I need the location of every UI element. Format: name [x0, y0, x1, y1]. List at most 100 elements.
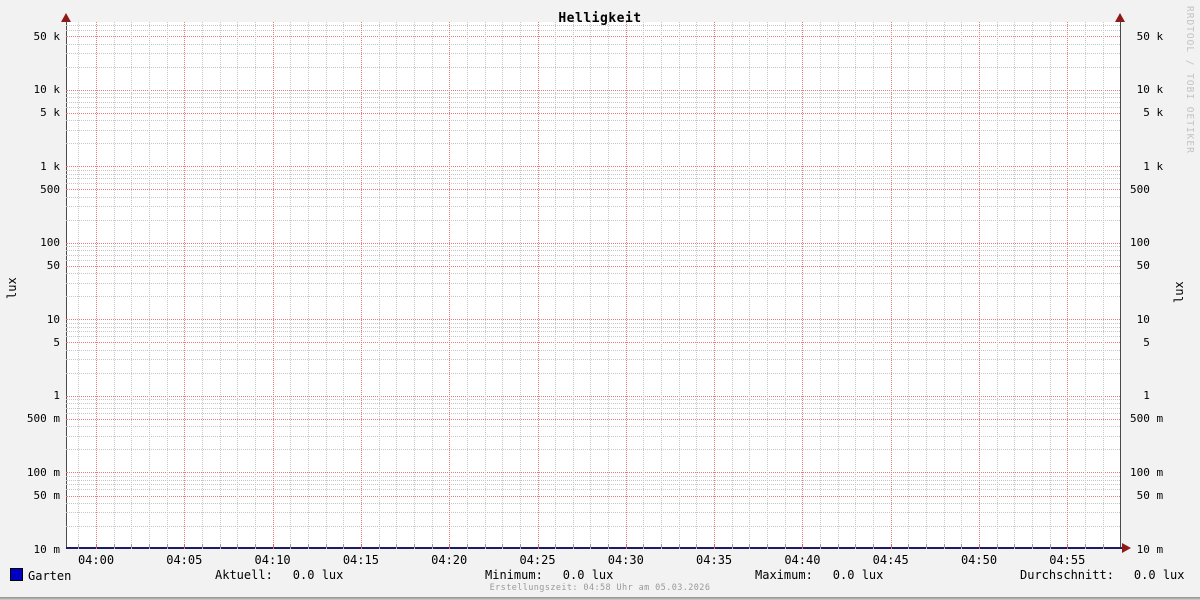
x-axis-tick-label: 04:05: [166, 553, 203, 567]
grid-line-v-minor: [572, 22, 574, 549]
y-axis-tick-label-right: 100: [1130, 236, 1150, 250]
grid-line-v-minor: [1049, 22, 1051, 549]
grid-line-h-minor: [66, 250, 1120, 252]
y-axis-tick-label-right: 1 k: [1130, 159, 1164, 173]
series-line-garten: [66, 547, 1122, 549]
x-axis-tick: [767, 544, 769, 548]
grid-line-v-minor: [784, 22, 786, 549]
y-axis-tick-label-left: 50 m: [33, 489, 61, 502]
grid-line-h-major: [66, 395, 1120, 397]
x-axis-tick: [979, 544, 980, 548]
grid-line-h-minor: [66, 484, 1120, 486]
grid-line-v-minor: [608, 22, 610, 549]
x-axis-tick: [272, 544, 274, 548]
x-axis-tick: [855, 544, 857, 548]
x-axis-tick-label: 04:25: [519, 553, 556, 567]
y-axis-tick-label-left: 1 k: [40, 159, 60, 173]
grid-line-v-minor: [749, 22, 751, 549]
grid-line-h-minor: [66, 196, 1120, 198]
x-axis-tick: [749, 544, 751, 548]
grid-line-h-minor: [66, 322, 1120, 324]
grid-line-v-minor: [431, 22, 433, 549]
grid-line-h-minor: [66, 525, 1120, 527]
x-axis-tick: [378, 544, 380, 548]
grid-line-h-minor: [66, 66, 1120, 68]
grid-line-v-minor: [837, 22, 839, 549]
x-axis-tick: [96, 544, 97, 548]
x-axis-tick-label: 04:20: [431, 553, 468, 567]
x-axis-tick: [1084, 544, 1086, 548]
y-axis-tick-label-right: 10: [1130, 312, 1150, 326]
x-axis-tick-label: 04:30: [607, 553, 644, 567]
x-axis-tick: [360, 544, 362, 548]
stat-minimum: Minimum: 0.0 lux: [485, 568, 613, 582]
x-axis-tick: [961, 544, 963, 548]
grid-line-h-major: [66, 242, 1120, 244]
grid-line-h-minor: [66, 399, 1120, 401]
stat-durchschnitt-value: 0.0 lux: [1133, 568, 1185, 582]
grid-line-v-minor: [1084, 22, 1086, 549]
x-axis-tick: [502, 544, 504, 548]
grid-line-h-minor: [66, 25, 1120, 27]
grid-line-h-major: [66, 189, 1120, 191]
grid-line-v-minor: [661, 22, 663, 549]
x-axis-arrow-icon: [1122, 543, 1131, 553]
grid-line-v-minor: [378, 22, 380, 549]
x-axis-tick: [254, 544, 256, 548]
grid-line-h-major: [66, 89, 1120, 91]
y-axis-tick-label-left: 100: [40, 236, 60, 250]
x-axis-tick: [731, 544, 733, 548]
x-axis-tick: [802, 544, 804, 548]
grid-line-v-major: [979, 22, 980, 549]
x-axis-tick: [219, 544, 221, 548]
grid-line-h-minor: [66, 30, 1120, 32]
x-axis-tick-label: 04:15: [342, 553, 379, 567]
x-axis-tick: [1049, 544, 1051, 548]
x-axis-tick: [537, 544, 539, 548]
grid-line-v-minor: [696, 22, 698, 549]
x-axis-tick: [396, 544, 398, 548]
y-axis-tick-label-left: 5: [53, 335, 60, 349]
x-axis-tick: [625, 544, 627, 548]
x-axis-tick: [307, 544, 309, 548]
legend: Garten: [10, 568, 71, 583]
grid-line-v-minor: [855, 22, 857, 549]
y-axis-tick-label-left: 500 m: [26, 412, 60, 426]
grid-line-v-minor: [343, 22, 345, 549]
grid-line-h-minor: [66, 512, 1120, 514]
grid-line-h-minor: [66, 97, 1120, 99]
y-axis-arrow-left-icon: [61, 13, 71, 22]
grid-line-h-minor: [66, 93, 1120, 95]
x-axis-tick-label: 04:10: [254, 553, 291, 567]
grid-line-h-minor: [66, 106, 1120, 108]
x-axis-tick: [714, 544, 716, 548]
grid-line-h-minor: [66, 359, 1120, 361]
grid-line-v-minor: [290, 22, 292, 549]
grid-line-h-minor: [66, 403, 1120, 405]
grid-line-v-major: [272, 22, 274, 549]
x-axis-tick-label: 04:00: [77, 553, 115, 567]
y-axis-tick-label-left: 100 m: [26, 465, 60, 479]
grid-line-v-major: [625, 22, 627, 549]
x-axis-tick-label: 04:45: [872, 553, 909, 567]
grid-line-v-major: [449, 22, 451, 549]
grid-line-h-minor: [66, 53, 1120, 55]
grid-line-h-major: [66, 112, 1120, 114]
x-axis-tick: [608, 544, 610, 548]
grid-line-v-minor: [767, 22, 769, 549]
grid-line-v-minor: [678, 22, 680, 549]
stat-minimum-label: Minimum:: [485, 568, 543, 582]
grid-line-h-major: [66, 418, 1120, 420]
x-axis-tick: [466, 544, 468, 548]
y-axis-tick-label-right: 50 k: [1130, 29, 1164, 43]
x-axis-tick: [184, 544, 186, 548]
bottom-border: [0, 597, 1200, 600]
grid-line-v-minor: [113, 22, 115, 549]
x-axis-tick: [572, 544, 574, 548]
stat-aktuell-value: 0.0 lux: [292, 568, 344, 582]
grid-line-v-minor: [307, 22, 309, 549]
x-axis-tick: [908, 544, 910, 548]
grid-line-v-minor: [484, 22, 486, 549]
y-axis-tick-label-left: 10 m: [33, 542, 61, 556]
grid-line-h-minor: [66, 331, 1120, 333]
